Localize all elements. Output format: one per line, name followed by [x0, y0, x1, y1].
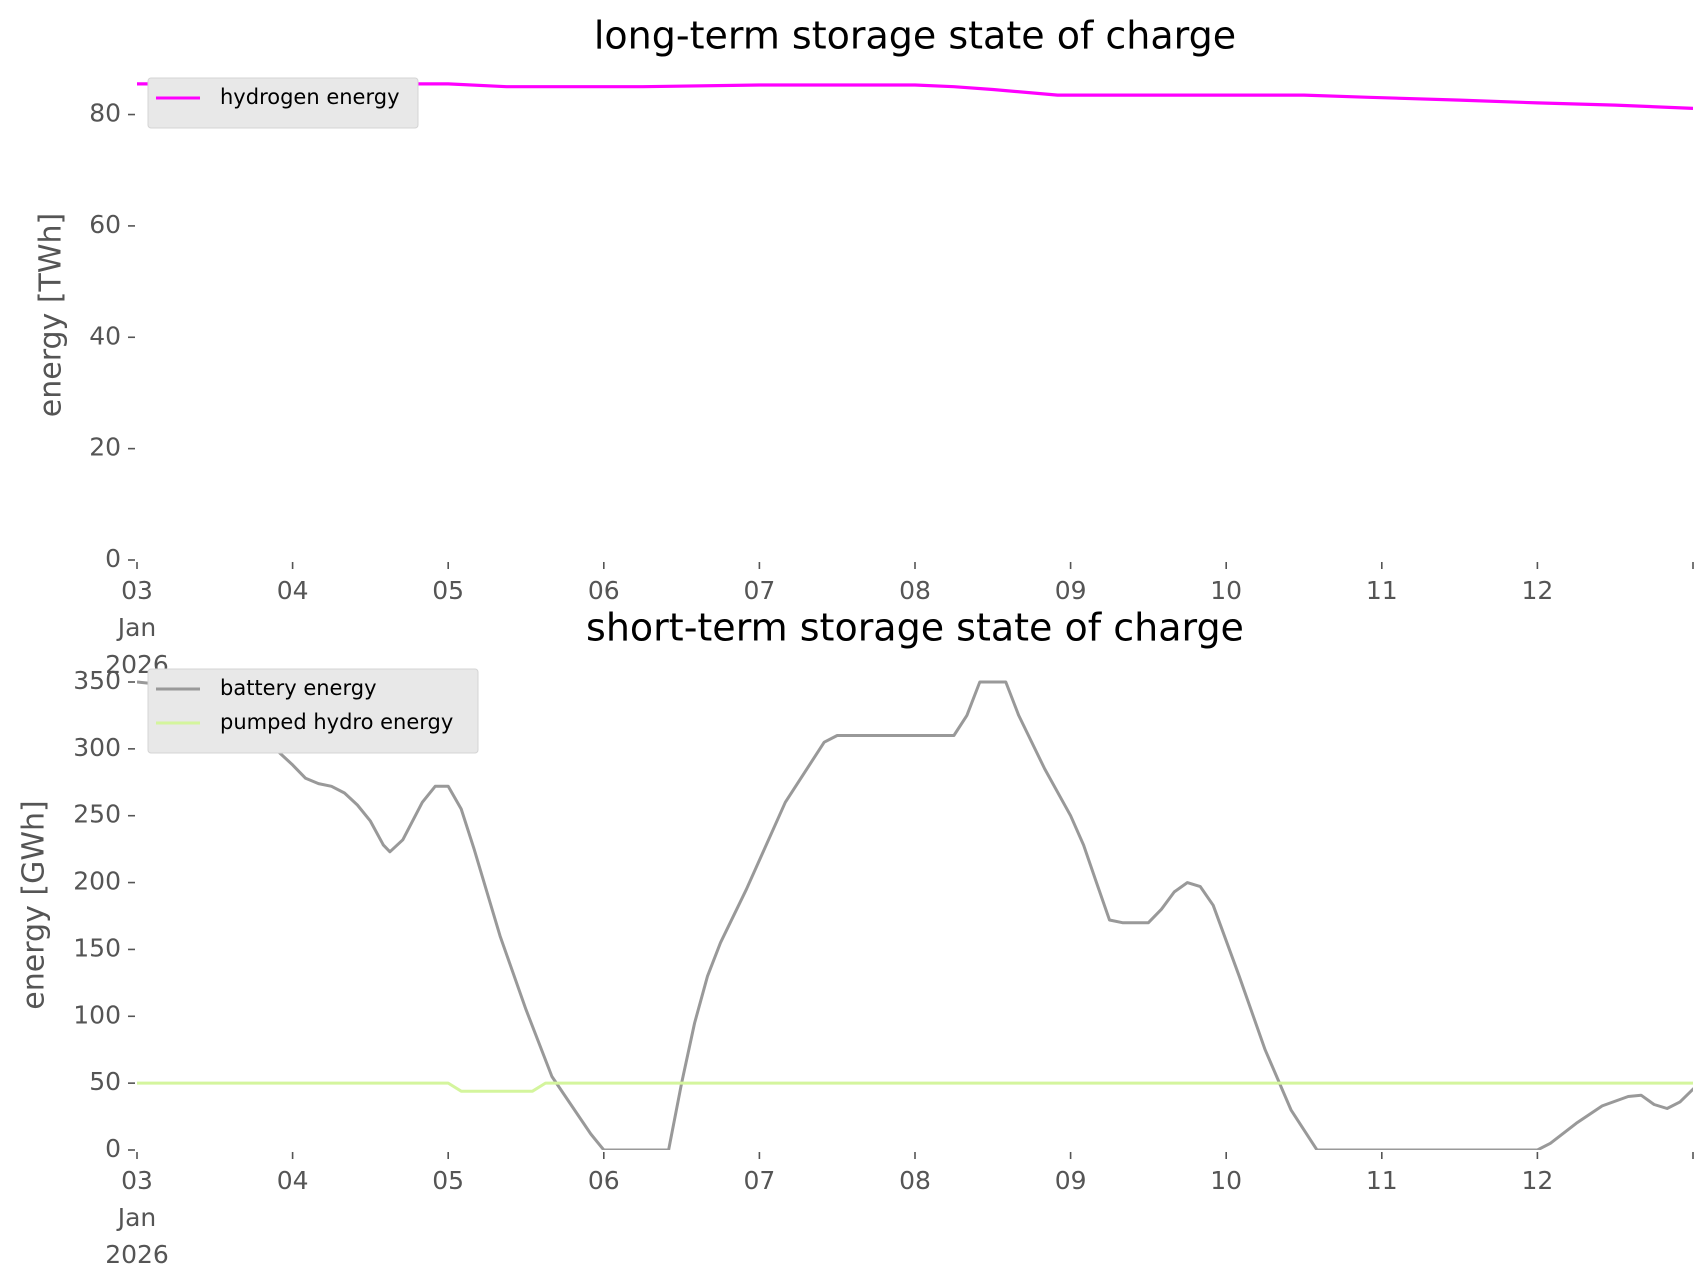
y-tick-label: 60: [89, 210, 121, 239]
y-tick-label: 0: [105, 1134, 121, 1163]
y-axis-label: energy [TWh]: [34, 213, 69, 417]
x-tick-label: 04: [277, 1166, 309, 1195]
x-tick-label: 05: [432, 576, 464, 605]
chart-title: long-term storage state of charge: [594, 14, 1236, 58]
x-tick-label: 08: [899, 1166, 931, 1195]
chart-title: short-term storage state of charge: [586, 606, 1244, 650]
y-tick-label: 150: [73, 933, 121, 962]
x-tick-label: 12: [1521, 1166, 1553, 1195]
x-tick-label: 08: [899, 576, 931, 605]
x-tick-label: 12: [1521, 576, 1553, 605]
x-tick-label: 10: [1210, 576, 1242, 605]
x-tick-label: 06: [588, 576, 620, 605]
x-tick-label: Jan: [116, 613, 157, 642]
y-tick-label: 50: [89, 1067, 121, 1096]
legend-label: hydrogen energy: [220, 85, 400, 109]
x-tick-label: 11: [1366, 576, 1398, 605]
x-tick-label: 10: [1210, 1166, 1242, 1195]
y-tick-label: 20: [89, 433, 121, 462]
chart-panel-1: short-term storage state of charge energy…: [17, 606, 1694, 1269]
legend-label: pumped hydro energy: [220, 710, 453, 734]
x-tick-label: 2026: [105, 1240, 169, 1269]
x-tick-label: 07: [743, 576, 775, 605]
y-tick-label: 80: [89, 99, 121, 128]
x-tick-label: 09: [1055, 1166, 1087, 1195]
x-tick-label: 09: [1055, 576, 1087, 605]
x-tick-label: 03: [121, 1166, 153, 1195]
legend: [147, 668, 479, 754]
y-tick-label: 300: [73, 733, 121, 762]
series-line-battery-energy: [137, 680, 1693, 1150]
series-line-hydrogen-energy: [137, 82, 1693, 110]
y-axis-label: energy [GWh]: [17, 800, 52, 1009]
y-tick-label: 200: [73, 867, 121, 896]
series-line-pumped-hydro-energy: [137, 1081, 1693, 1093]
y-tick-label: 0: [105, 544, 121, 573]
y-tick-label: 100: [73, 1000, 121, 1029]
chart-panel-0: long-term storage state of charge energy …: [34, 14, 1694, 679]
x-tick-label: 05: [432, 1166, 464, 1195]
y-tick-label: 350: [73, 666, 121, 695]
x-tick-label: 11: [1366, 1166, 1398, 1195]
x-tick-label: 03: [121, 576, 153, 605]
legend: [147, 77, 419, 129]
y-tick-label: 40: [89, 321, 121, 350]
x-tick-label: 04: [277, 576, 309, 605]
x-tick-label: 06: [588, 1166, 620, 1195]
x-tick-label: 07: [743, 1166, 775, 1195]
y-tick-label: 250: [73, 800, 121, 829]
x-tick-label: Jan: [116, 1203, 157, 1232]
legend-label: battery energy: [220, 676, 377, 700]
